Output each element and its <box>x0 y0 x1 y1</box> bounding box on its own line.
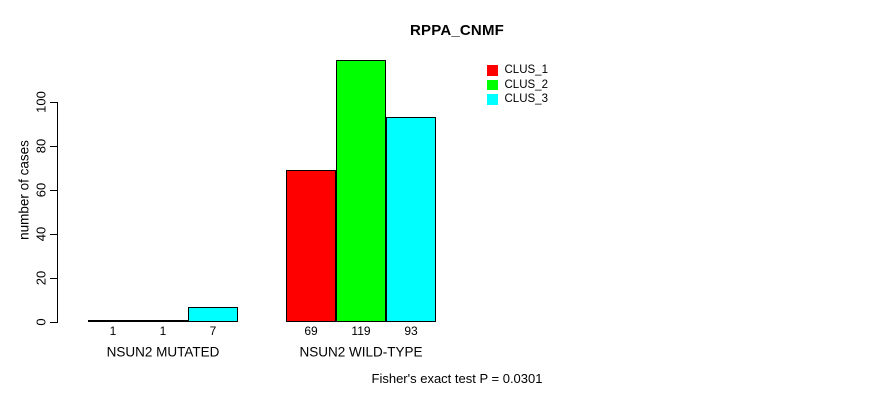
y-axis-tick <box>50 145 57 147</box>
bar-value-label: 1 <box>159 324 167 338</box>
bar-clus_1-mutated <box>88 319 138 322</box>
legend-swatch-icon <box>487 65 498 76</box>
group-label: NSUN2 MUTATED <box>106 344 220 359</box>
bar-clus_2-mutated <box>138 319 188 322</box>
y-axis-tick-label: 100 <box>33 91 49 113</box>
y-axis-tick <box>50 277 57 279</box>
bar-value-label: 119 <box>351 324 371 338</box>
y-axis-tick <box>50 233 57 235</box>
bar-clus_1-wild-type <box>286 170 336 322</box>
bar-value-label: 69 <box>304 324 318 338</box>
legend-label: CLUS_1 <box>504 64 548 77</box>
legend-label: CLUS_3 <box>504 93 548 106</box>
bar-value-label: 7 <box>209 324 217 338</box>
legend-item: CLUS_2 <box>487 78 548 93</box>
y-axis-tick <box>50 189 57 191</box>
y-axis-tick-label: 80 <box>33 138 49 154</box>
group-label: NSUN2 WILD-TYPE <box>299 344 423 359</box>
y-axis-tick-label: 0 <box>33 318 49 326</box>
y-axis-tick <box>50 101 57 103</box>
y-axis-tick-label: 20 <box>33 270 49 286</box>
legend-label: CLUS_2 <box>504 78 548 91</box>
chart-title: RPPA_CNMF <box>409 22 505 39</box>
y-axis-tick-label: 40 <box>33 226 49 242</box>
legend-swatch-icon <box>487 79 498 91</box>
y-axis-tick <box>50 321 57 323</box>
bar-clus_2-wild-type <box>336 60 386 322</box>
bar-clus_3-wild-type <box>386 117 436 322</box>
y-axis-label: number of cases <box>16 140 32 240</box>
legend-item: CLUS_1 <box>487 63 548 78</box>
legend-item: CLUS_3 <box>487 92 548 107</box>
bar-value-label: 93 <box>404 324 418 338</box>
legend: CLUS_1 CLUS_2 CLUS_3 <box>487 63 548 107</box>
bar-clus_3-mutated <box>188 306 238 322</box>
y-axis-line <box>57 102 58 323</box>
y-axis-tick-label: 60 <box>33 182 49 198</box>
bar-value-label: 1 <box>109 324 117 338</box>
pvalue-annotation: Fisher's exact test P = 0.0301 <box>371 371 543 386</box>
legend-swatch-icon <box>487 94 498 105</box>
